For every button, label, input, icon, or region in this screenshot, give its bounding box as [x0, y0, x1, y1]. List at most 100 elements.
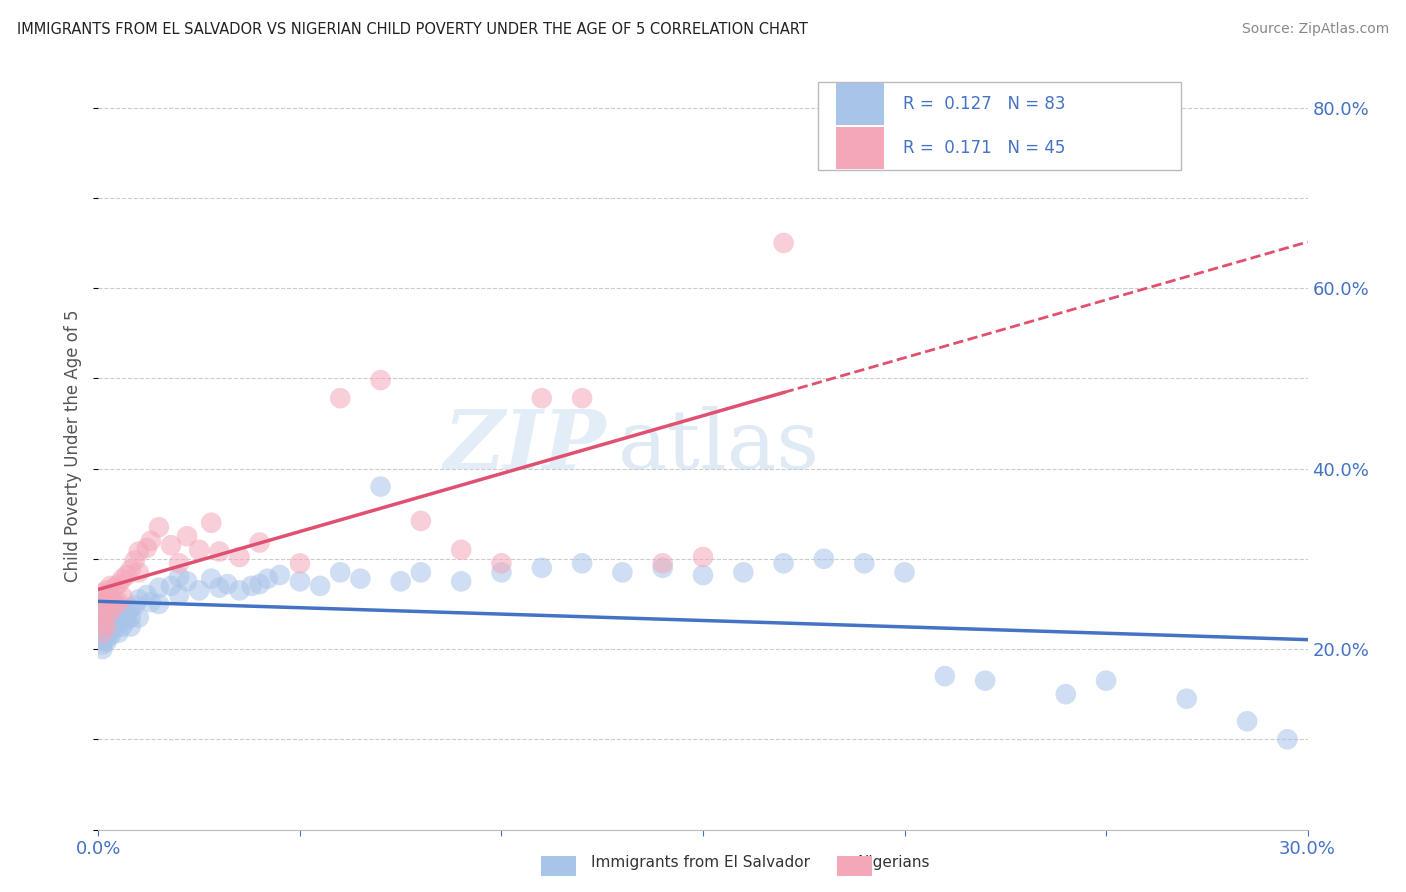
Point: [100, 590, 122, 604]
Point: [491, 566, 513, 580]
Point: [1175, 691, 1198, 706]
Point: [370, 480, 392, 494]
Point: [111, 610, 134, 624]
Point: [530, 561, 553, 575]
Point: [96, 619, 118, 633]
Point: [115, 606, 138, 620]
Point: [692, 568, 714, 582]
Point: [288, 574, 311, 589]
Point: [91, 638, 114, 652]
Point: [91, 606, 114, 620]
Point: [612, 566, 634, 580]
Point: [103, 622, 125, 636]
Point: [120, 610, 142, 624]
Point: [934, 669, 956, 683]
Text: atlas: atlas: [619, 406, 821, 486]
Point: [91, 615, 114, 629]
Point: [128, 592, 150, 607]
Point: [128, 544, 150, 558]
Point: [91, 616, 114, 631]
Point: [813, 551, 835, 566]
Text: ZIP: ZIP: [444, 406, 606, 486]
Point: [571, 557, 593, 571]
Text: Nigerians: Nigerians: [858, 855, 931, 870]
Point: [120, 619, 142, 633]
Point: [256, 572, 278, 586]
Point: [107, 577, 129, 591]
Point: [120, 601, 142, 615]
Text: Source: ZipAtlas.com: Source: ZipAtlas.com: [1241, 22, 1389, 37]
Point: [329, 391, 352, 405]
Point: [139, 595, 162, 609]
Point: [135, 541, 157, 555]
Point: [188, 542, 211, 557]
Point: [111, 604, 134, 618]
Point: [107, 599, 129, 613]
Point: [96, 604, 118, 618]
Point: [96, 625, 118, 640]
Point: [148, 581, 170, 595]
Point: [107, 607, 129, 622]
Point: [491, 557, 513, 571]
Point: [349, 572, 371, 586]
Point: [103, 613, 125, 627]
Point: [409, 514, 432, 528]
Point: [733, 566, 755, 580]
Point: [91, 606, 114, 620]
Point: [208, 581, 231, 595]
Point: [288, 557, 311, 571]
Point: [100, 624, 122, 638]
Point: [974, 673, 997, 688]
Point: [128, 566, 150, 580]
Point: [450, 542, 472, 557]
Point: [370, 373, 392, 387]
Point: [772, 557, 794, 571]
Point: [1054, 687, 1077, 701]
Point: [200, 516, 222, 530]
Point: [91, 595, 114, 609]
Point: [1095, 673, 1118, 688]
Text: R =  0.171   N = 45: R = 0.171 N = 45: [903, 139, 1064, 157]
Point: [91, 625, 114, 640]
Point: [100, 601, 122, 615]
Point: [107, 595, 129, 609]
Point: [530, 391, 553, 405]
Point: [217, 577, 239, 591]
Point: [91, 642, 114, 657]
Point: [103, 581, 125, 595]
Point: [240, 579, 263, 593]
Point: [167, 570, 190, 584]
Point: [100, 615, 122, 629]
Point: [115, 613, 138, 627]
Point: [228, 583, 250, 598]
Point: [91, 624, 114, 638]
Point: [176, 529, 198, 543]
Point: [96, 592, 118, 607]
Point: [228, 549, 250, 564]
Point: [128, 610, 150, 624]
Point: [772, 235, 794, 250]
Point: [100, 607, 122, 622]
Point: [249, 535, 271, 549]
Point: [389, 574, 412, 589]
Point: [96, 619, 118, 633]
Point: [96, 599, 118, 613]
Y-axis label: Child Poverty Under the Age of 5: Child Poverty Under the Age of 5: [65, 310, 83, 582]
Point: [893, 566, 915, 580]
Point: [107, 625, 129, 640]
Point: [1277, 732, 1299, 747]
Point: [160, 538, 183, 552]
Point: [167, 588, 190, 602]
Point: [96, 610, 118, 624]
Point: [91, 628, 114, 642]
Point: [249, 577, 271, 591]
Point: [309, 579, 332, 593]
Point: [853, 557, 876, 571]
Point: [208, 544, 231, 558]
Point: [329, 566, 352, 580]
Point: [135, 588, 157, 602]
Point: [100, 579, 122, 593]
Point: [571, 391, 593, 405]
Point: [103, 606, 125, 620]
Point: [269, 568, 291, 582]
